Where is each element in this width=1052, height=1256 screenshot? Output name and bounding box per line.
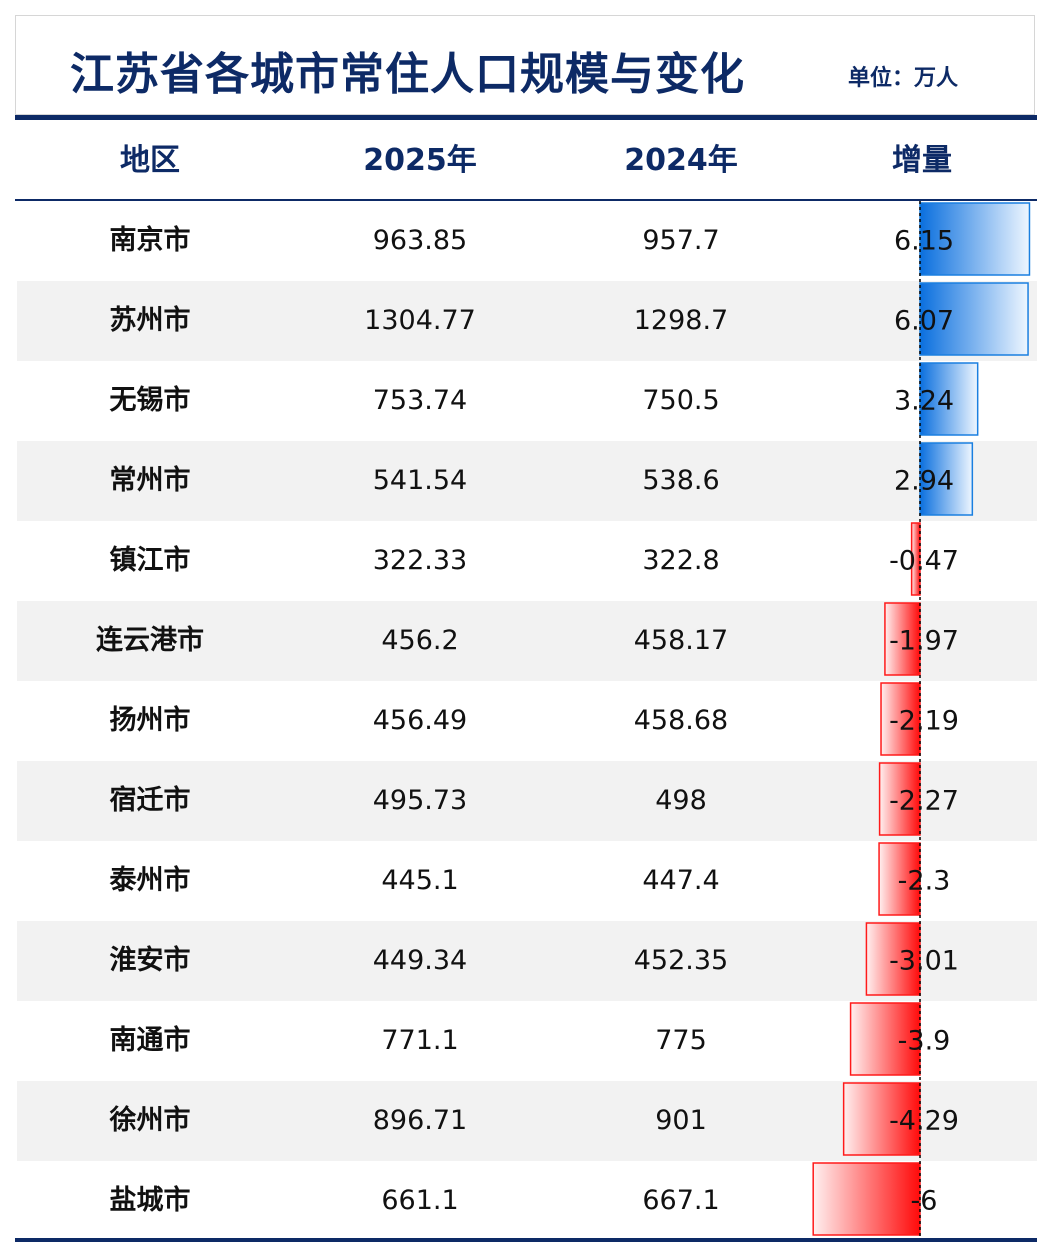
table-body: 南京市 963.85 957.7 苏州市 1304.77 1298.7 无锡市 753.74 7…	[17, 201, 1037, 1241]
value-2025-cell: 753.74	[372, 385, 468, 416]
value-2025-cell: 456.2	[381, 625, 459, 656]
table-row: 镇江市 322.33 322.8	[17, 521, 1037, 601]
change-label: -2.27	[889, 785, 959, 817]
header-region: 地区	[120, 143, 180, 178]
value-2024-cell: 458.68	[633, 705, 729, 736]
value-2025-cell: 495.73	[372, 785, 468, 816]
table-row: 常州市 541.54 538.6	[17, 441, 1037, 521]
city-cell: 苏州市	[109, 305, 191, 336]
table-row: 南通市 771.1 775	[17, 1001, 1037, 1081]
table-row: 扬州市 456.49 458.68	[17, 681, 1037, 761]
city-cell: 南通市	[109, 1025, 191, 1056]
header-2024: 2024年	[624, 143, 738, 178]
table-row: 淮安市 449.34 452.35	[17, 921, 1037, 1001]
header-change: 增量	[892, 143, 952, 178]
value-2025-cell: 661.1	[381, 1185, 459, 1216]
table-row: 苏州市 1304.77 1298.7	[17, 281, 1037, 361]
city-cell: 镇江市	[109, 545, 191, 576]
value-2024-cell: 322.8	[642, 545, 720, 576]
value-2024-cell: 775	[655, 1025, 707, 1056]
change-label: 6.07	[893, 305, 955, 337]
city-cell: 淮安市	[109, 945, 191, 976]
value-2024-cell: 1298.7	[633, 305, 729, 336]
table-row: 无锡市 753.74 750.5	[17, 361, 1037, 441]
value-2024-cell: 750.5	[642, 385, 720, 416]
value-2024-cell: 458.17	[633, 625, 729, 656]
city-cell: 扬州市	[109, 705, 191, 736]
city-cell: 无锡市	[109, 385, 191, 416]
page-title: 江苏省各城市常住人口规模与变化	[70, 49, 745, 100]
value-2025-cell: 541.54	[372, 465, 468, 496]
value-2025-cell: 322.33	[372, 545, 468, 576]
value-2024-cell: 447.4	[642, 865, 720, 896]
value-2025-cell: 445.1	[381, 865, 459, 896]
change-label: 2.94	[893, 465, 955, 497]
value-2025-cell: 896.71	[372, 1105, 468, 1136]
title-box	[15, 15, 1035, 115]
city-cell: 徐州市	[109, 1105, 191, 1136]
value-2025-cell: 1304.77	[364, 305, 476, 336]
value-2025-cell: 449.34	[372, 945, 468, 976]
table-row: 泰州市 445.1 447.4	[17, 841, 1037, 921]
value-2024-cell: 538.6	[642, 465, 720, 496]
table-row: 徐州市 896.71 901	[17, 1081, 1037, 1161]
value-2024-cell: 452.35	[633, 945, 729, 976]
value-2025-cell: 456.49	[372, 705, 468, 736]
change-label: -2.3	[897, 865, 951, 897]
value-2025-cell: 963.85	[372, 225, 468, 256]
change-label: 3.24	[893, 385, 955, 417]
change-label: -2.19	[889, 705, 959, 737]
change-label: -3.01	[889, 945, 959, 977]
value-2024-cell: 957.7	[642, 225, 720, 256]
value-2024-cell: 667.1	[642, 1185, 720, 1216]
table-row: 宿迁市 495.73 498	[17, 761, 1037, 841]
value-2024-cell: 901	[655, 1105, 707, 1136]
table-row: 连云港市 456.2 458.17	[17, 601, 1037, 681]
change-label: -6	[910, 1185, 938, 1217]
city-cell: 南京市	[109, 225, 191, 256]
header-2025: 2025年	[363, 143, 477, 178]
table-row: 南京市 963.85 957.7	[17, 201, 1037, 281]
city-cell: 宿迁市	[109, 785, 191, 816]
header-rule	[15, 199, 1037, 201]
bottom-rule	[15, 1238, 1037, 1242]
change-label: -1.97	[889, 625, 959, 657]
table-row: 盐城市 661.1 667.1	[17, 1161, 1037, 1241]
value-2024-cell: 498	[655, 785, 707, 816]
change-label: -0.47	[889, 545, 959, 577]
unit-label: 单位：万人	[848, 66, 959, 91]
change-label: -3.9	[897, 1025, 951, 1057]
change-label: 6.15	[893, 225, 955, 257]
change-label: -4.29	[889, 1105, 959, 1137]
city-cell: 盐城市	[109, 1185, 191, 1216]
top-rule	[15, 115, 1037, 120]
city-cell: 常州市	[109, 465, 191, 496]
city-cell: 泰州市	[109, 865, 191, 896]
city-cell: 连云港市	[96, 625, 204, 656]
value-2025-cell: 771.1	[381, 1025, 459, 1056]
